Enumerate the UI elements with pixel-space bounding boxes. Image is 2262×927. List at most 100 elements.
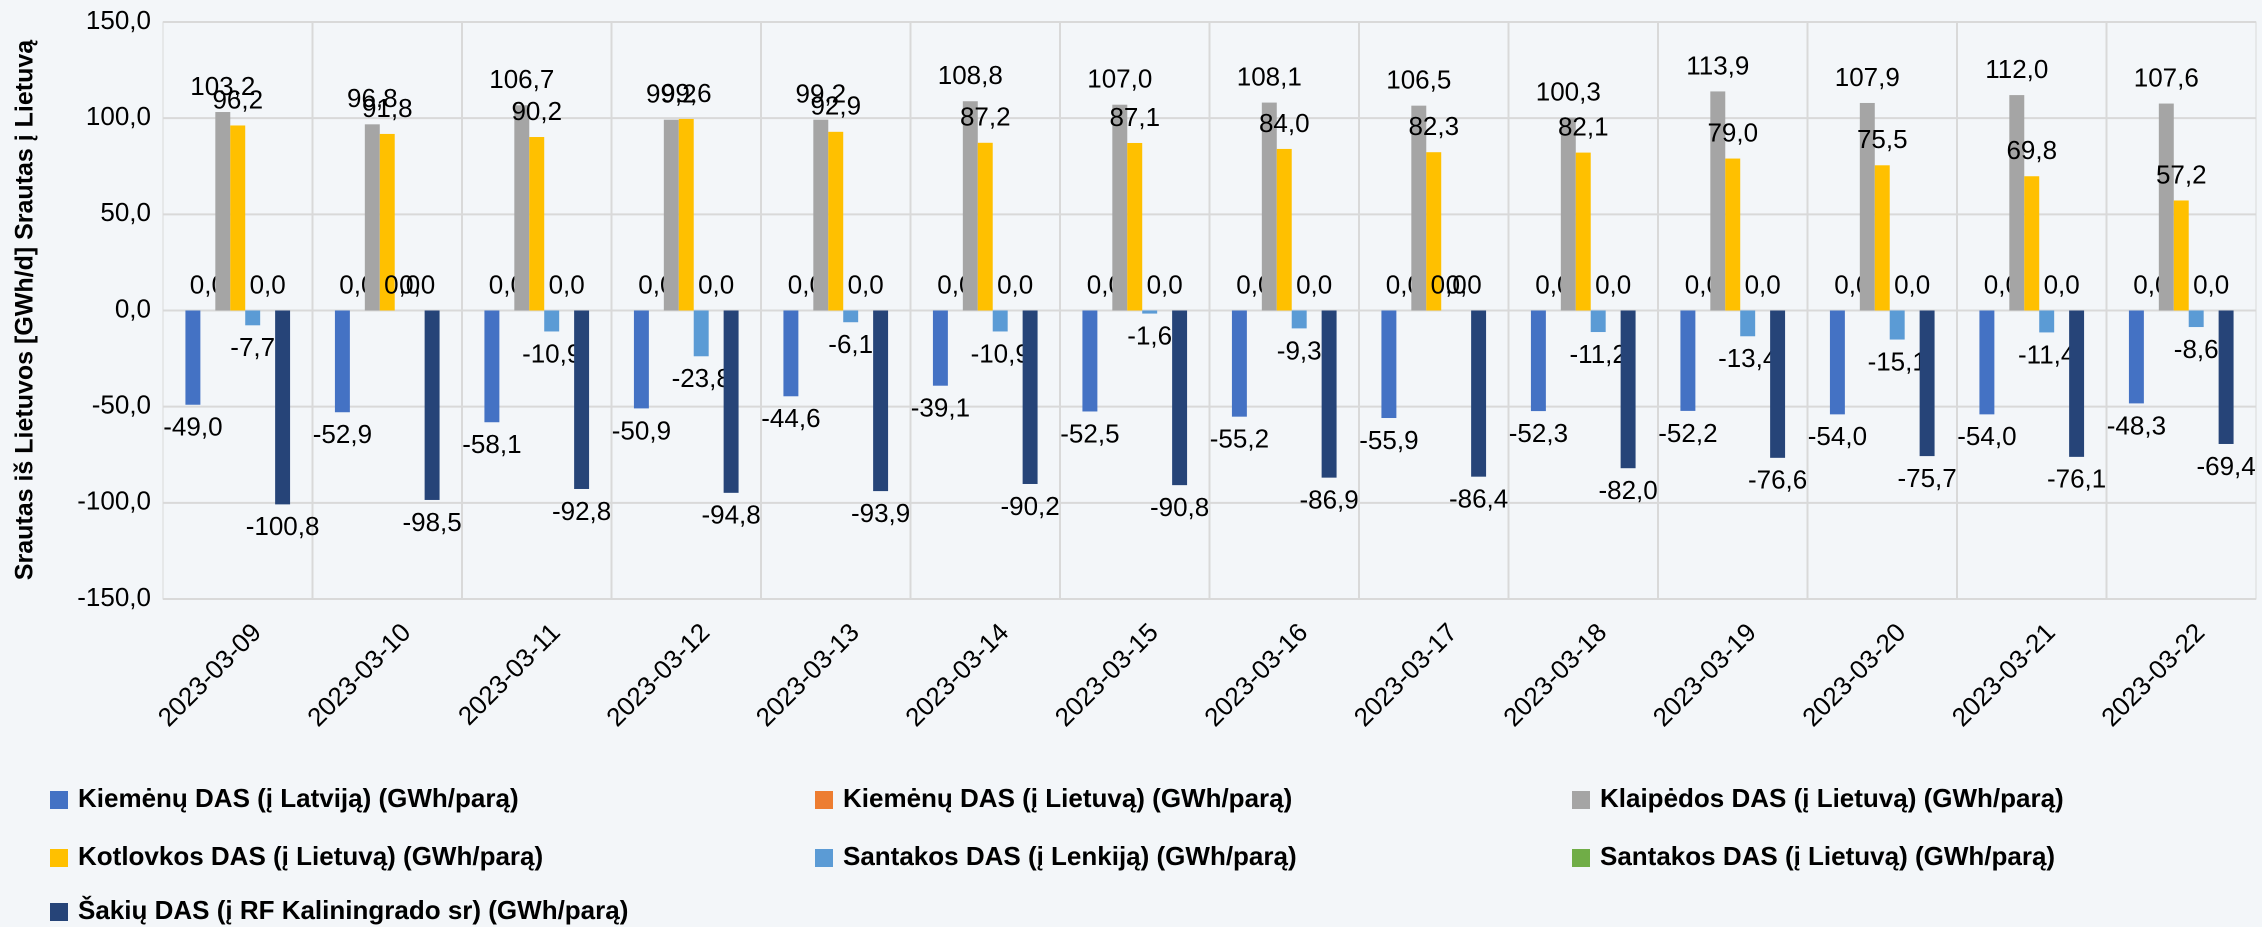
bar <box>2069 310 2085 457</box>
data-label: -52,5 <box>1060 418 1119 448</box>
data-label: 0,0 <box>2044 269 2080 299</box>
data-label: -82,0 <box>1598 475 1657 505</box>
data-label: -90,8 <box>1150 492 1209 522</box>
data-label: -52,2 <box>1658 418 1717 448</box>
data-label: 113,9 <box>1686 50 1749 80</box>
bar <box>1889 310 1905 340</box>
bar <box>693 310 709 357</box>
bar <box>514 105 530 311</box>
bar <box>2039 310 2055 333</box>
bar <box>1680 310 1696 411</box>
data-label: -94,8 <box>701 500 760 530</box>
data-label: 0,0 <box>1595 269 1631 299</box>
bar <box>1381 310 1397 419</box>
bar <box>932 310 948 386</box>
y-tick-label: -50,0 <box>92 390 151 420</box>
bar <box>1022 310 1038 484</box>
bar <box>1172 310 1188 486</box>
data-label: 82,3 <box>1408 111 1459 141</box>
data-label: 90,2 <box>511 96 562 126</box>
data-label: -48,3 <box>2107 410 2166 440</box>
data-label: 99,6 <box>661 78 712 108</box>
data-label: 103,2 <box>190 71 255 101</box>
data-label: 92,9 <box>810 91 861 121</box>
legend-swatch <box>50 903 68 921</box>
data-label: -90,2 <box>1000 491 1059 521</box>
data-label: 57,2 <box>2156 159 2207 189</box>
bar <box>2009 95 2025 311</box>
data-label: -93,9 <box>851 498 910 528</box>
bar <box>1471 310 1487 477</box>
legend-swatch <box>1572 791 1590 809</box>
data-label: 0,0 <box>250 269 286 299</box>
bar <box>1321 310 1337 478</box>
bar <box>1919 310 1935 457</box>
data-label: -39,1 <box>911 393 970 423</box>
data-label: 75,5 <box>1857 124 1908 154</box>
bar <box>1261 102 1277 311</box>
bar <box>424 310 440 500</box>
data-label: -98,5 <box>402 507 461 537</box>
legend-label: Santakos DAS (į Lietuvą) (GWh/parą) <box>1600 841 2055 871</box>
bar <box>1859 102 1875 311</box>
legend-swatch <box>1572 849 1590 867</box>
data-label: 107,6 <box>2134 62 2199 92</box>
data-label: -23,8 <box>672 363 731 393</box>
data-label: -1,6 <box>1127 320 1172 350</box>
legend-label: Kiemėnų DAS (į Latviją) (GWh/parą) <box>78 783 519 813</box>
data-label: -75,7 <box>1897 463 1956 493</box>
data-label: 0,0 <box>1296 269 1332 299</box>
data-label: -76,1 <box>2047 464 2106 494</box>
legend-swatch <box>50 849 68 867</box>
data-label: -92,8 <box>552 496 611 526</box>
bar <box>1575 152 1591 311</box>
legend-label: Klaipėdos DAS (į Lietuvą) (GWh/parą) <box>1600 783 2064 813</box>
y-axis-title: Srautas iš Lietuvos [GWh/d] Srautas į Li… <box>11 39 39 580</box>
bar <box>364 124 380 311</box>
data-label: -7,7 <box>230 332 275 362</box>
data-label: 108,8 <box>938 60 1003 90</box>
data-label: 84,0 <box>1259 108 1310 138</box>
data-label: -86,4 <box>1449 484 1508 514</box>
bar <box>873 310 889 492</box>
bar <box>783 310 799 397</box>
bar <box>1411 105 1427 311</box>
bar <box>1590 310 1606 333</box>
bar <box>2218 310 2234 444</box>
legend-swatch <box>50 791 68 809</box>
data-label: -11,2 <box>1570 339 1627 369</box>
data-label: 91,8 <box>362 93 413 123</box>
data-label: 107,9 <box>1835 62 1900 92</box>
data-label: -10,9 <box>971 338 1030 368</box>
data-label: 0,0 <box>997 269 1033 299</box>
data-label: 0,0 <box>549 269 585 299</box>
data-label: -9,3 <box>1277 335 1322 365</box>
data-label: 99,2 <box>646 79 697 109</box>
data-label: 79,0 <box>1707 117 1758 147</box>
data-label: -10,9 <box>522 338 581 368</box>
data-label: -55,2 <box>1210 424 1269 454</box>
data-label: -54,0 <box>1957 421 2016 451</box>
data-label: 0,0 <box>1745 269 1781 299</box>
bar <box>1620 310 1636 469</box>
y-tick-label: -150,0 <box>77 582 151 612</box>
data-label: -76,6 <box>1748 465 1807 495</box>
data-label: 107,0 <box>1087 64 1152 94</box>
bar <box>1112 104 1128 311</box>
bar <box>828 131 844 311</box>
bar <box>992 310 1008 332</box>
data-label: 96,8 <box>347 83 398 113</box>
bar <box>484 310 500 423</box>
data-label: 69,8 <box>2006 135 2057 165</box>
data-label: 0,0 <box>1431 269 1467 299</box>
data-label: 0,0 <box>384 269 420 299</box>
bar <box>379 133 395 311</box>
bar <box>2024 176 2040 311</box>
bar <box>1530 310 1546 412</box>
legend-label: Kotlovkos DAS (į Lietuvą) (GWh/parą) <box>78 841 543 871</box>
data-label: -15,1 <box>1868 346 1927 376</box>
data-label: -86,9 <box>1299 485 1358 515</box>
bar <box>723 310 739 493</box>
data-label: -11,4 <box>2018 339 2075 369</box>
